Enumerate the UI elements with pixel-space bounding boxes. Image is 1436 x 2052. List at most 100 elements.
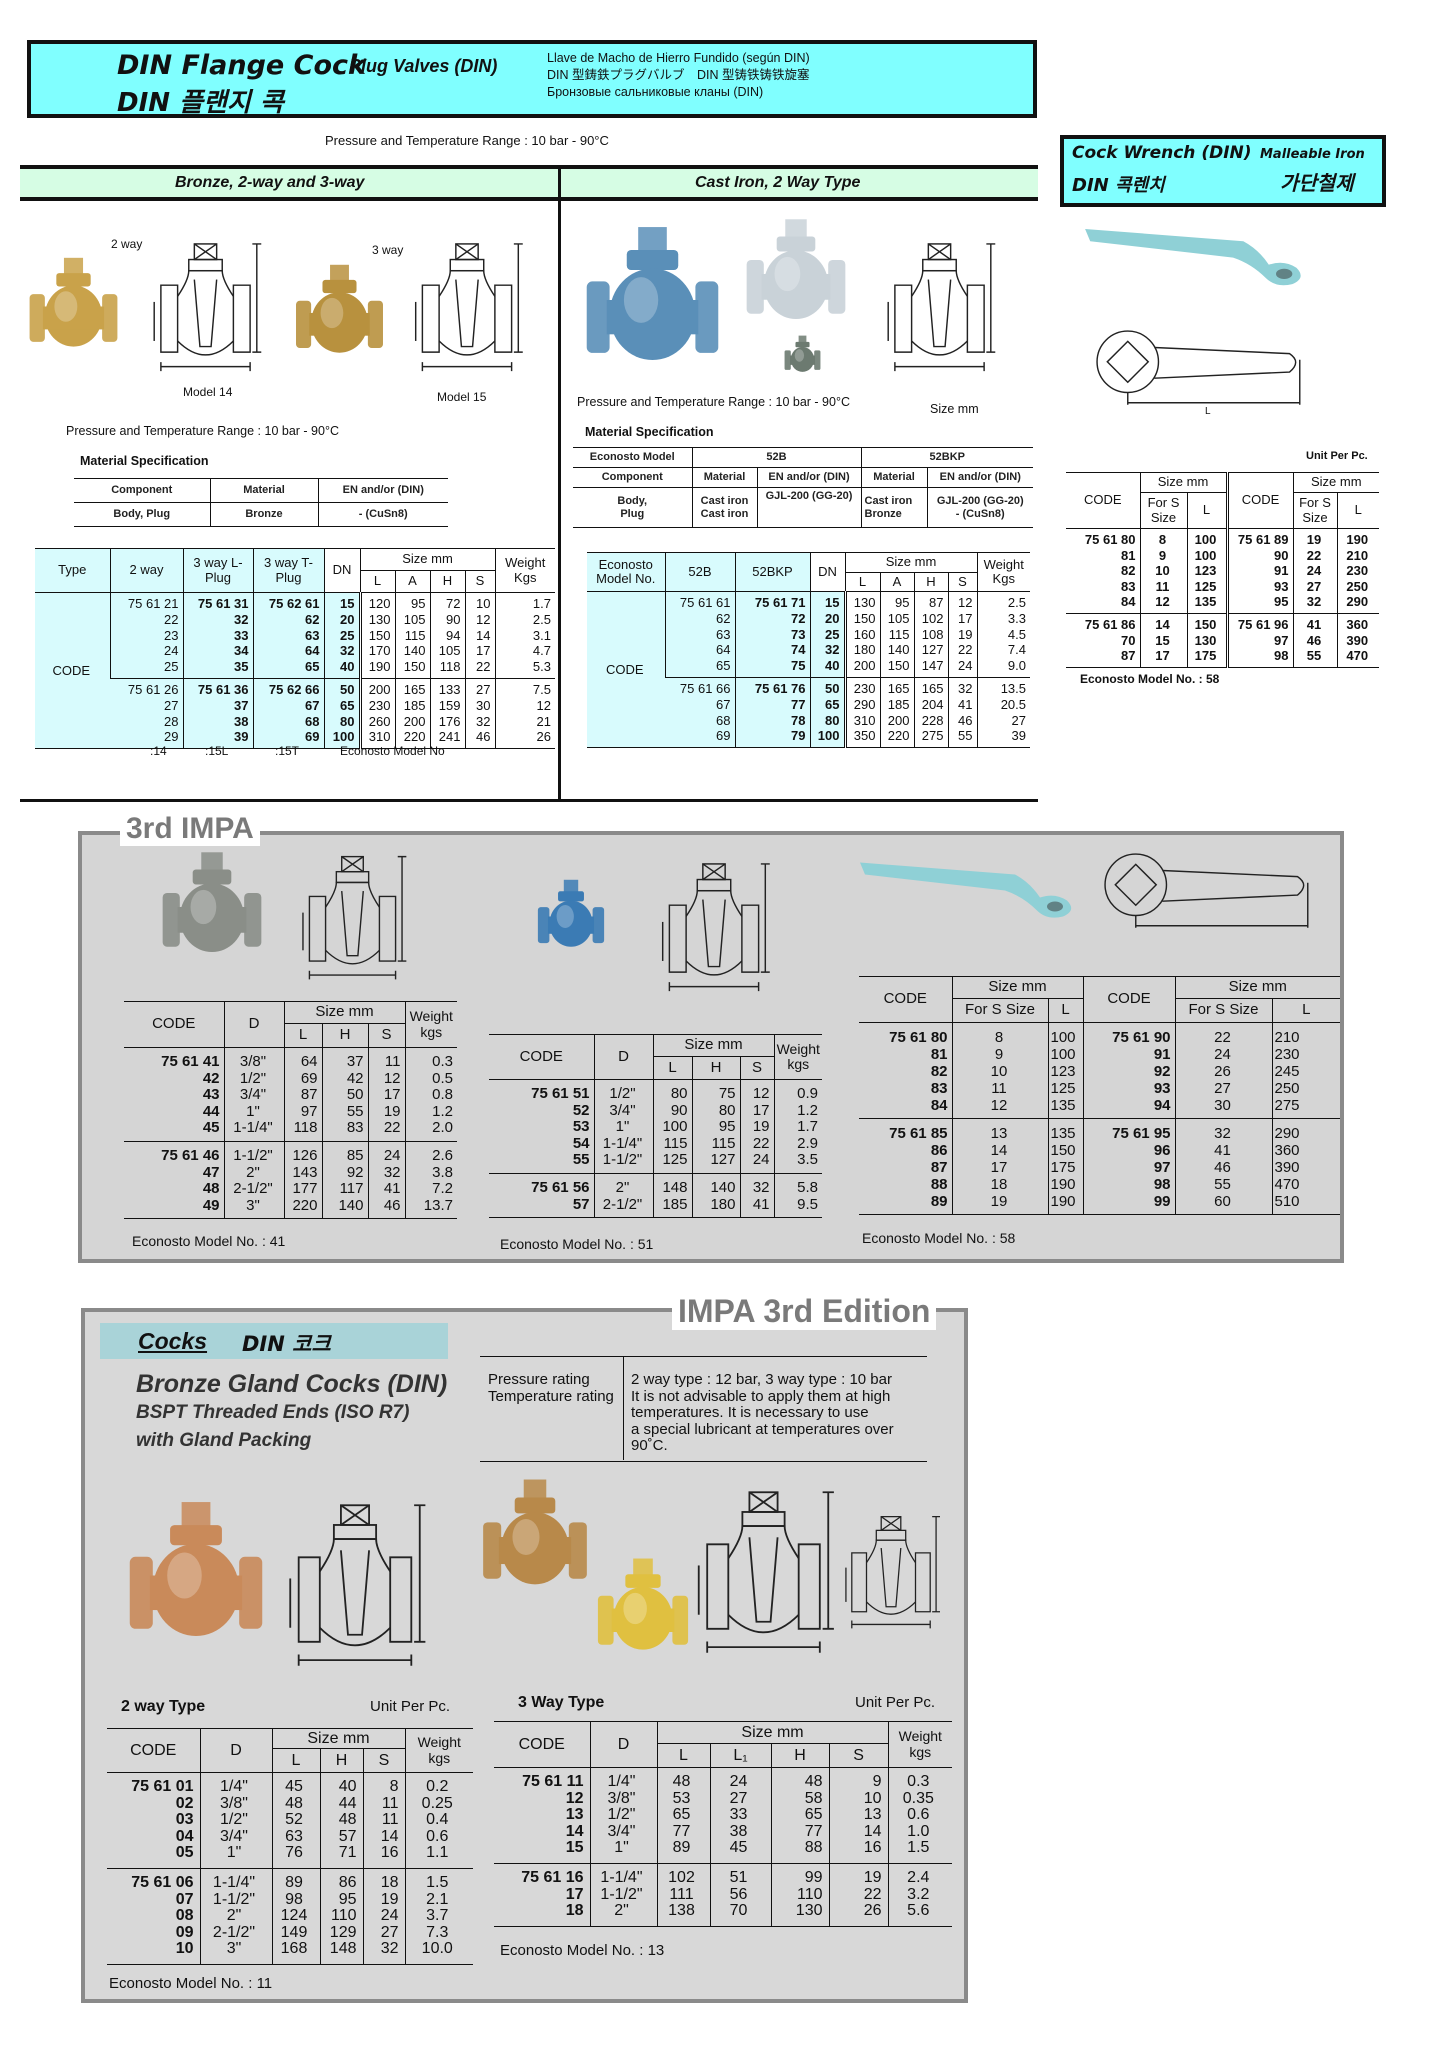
cell-value: 150 bbox=[853, 610, 876, 626]
table-cell: 19 22 24 27 32 bbox=[1292, 528, 1337, 614]
divider bbox=[20, 799, 1038, 802]
cell-value: 175 bbox=[1050, 1159, 1076, 1176]
cell-value: 82 bbox=[930, 1063, 948, 1080]
cell-value: 82 bbox=[1121, 563, 1136, 579]
cell-value: 86 bbox=[338, 1873, 357, 1891]
header-size: Size mm bbox=[951, 976, 1083, 999]
cell-value: 22 bbox=[752, 1134, 770, 1152]
cell-value: 38 bbox=[729, 1822, 748, 1840]
table-cell: 45 48 52 63 76 bbox=[271, 1772, 320, 1869]
cell-value: 41 bbox=[1306, 616, 1322, 632]
cell-value: 32 bbox=[1306, 594, 1322, 610]
cell-value: 33 bbox=[234, 627, 249, 643]
cell-value: 111 bbox=[669, 1885, 694, 1903]
table-cell: 1/2" 3/4" 1" 1-1/4" 1-1/2" bbox=[593, 1079, 653, 1174]
cell-value: 95 bbox=[338, 1890, 357, 1908]
cell-value: 65 bbox=[340, 697, 355, 713]
header-size: Size mm bbox=[652, 1034, 774, 1057]
cell-value: 2" bbox=[614, 1902, 629, 1920]
cell-value: 32 bbox=[476, 713, 491, 729]
table-cell: 75 61 96 97 98 bbox=[1225, 612, 1293, 668]
table-row-group: 75 61 11 12 13 14 15 1/4" 3/8" 1/2" 3/4" 1" 48 53 65… bbox=[494, 1767, 953, 1864]
table-cell: 1/4" 3/8" 1/2" 3/4" 1" bbox=[589, 1767, 657, 1864]
cell-value: 41 bbox=[752, 1195, 770, 1213]
cell-value: 22 bbox=[164, 611, 179, 627]
header-code: CODE bbox=[124, 1001, 224, 1048]
table-cell: 75 61 46 47 48 49 bbox=[124, 1140, 224, 1219]
table-cell: 75 62 61 62 63 64 65 bbox=[252, 592, 324, 679]
cell: Bronze bbox=[209, 502, 318, 527]
cell-value: 75 61 56 bbox=[531, 1178, 590, 1196]
cell-value: 470 bbox=[1346, 648, 1369, 664]
table-row-group: 75 61 46 47 48 49 1-1/2" 2" 2-1/2" 3" 126 143 177 2… bbox=[124, 1140, 457, 1219]
header-material: Material bbox=[691, 467, 757, 488]
cell-value: 200 bbox=[368, 681, 391, 697]
cell-value: 63 bbox=[305, 627, 320, 643]
table-cell: 2.4 3.2 5.6 bbox=[887, 1862, 953, 1927]
table-cell: 12 17 19 22 24 bbox=[947, 591, 977, 678]
header-h: H bbox=[770, 1743, 829, 1768]
cell: - (CuSn8) bbox=[317, 502, 448, 527]
cell-value: 62 bbox=[716, 610, 731, 626]
table-cell: 37 42 50 55 83 bbox=[321, 1047, 368, 1142]
cell-value: 115 bbox=[888, 626, 910, 642]
cell-value: 65 bbox=[305, 659, 320, 675]
cell-value: 1" bbox=[614, 1839, 629, 1857]
cell-value: 19 bbox=[990, 1193, 1008, 1210]
cell-value: 8 bbox=[389, 1778, 399, 1795]
cell-value: 88 bbox=[930, 1176, 948, 1193]
cell-value: 0.25 bbox=[421, 1794, 453, 1812]
cell-value: 130 bbox=[853, 595, 876, 610]
title-banner: DIN Flange Cock Plug Valves (DIN) DIN 플랜… bbox=[27, 40, 1037, 118]
table-cell: 120 130 150 170 190 bbox=[359, 592, 395, 679]
table-cell: 75 61 26 27 28 29 bbox=[110, 677, 183, 749]
cell-value: 5.6 bbox=[907, 1902, 930, 1920]
cell-value: 26 bbox=[1214, 1063, 1231, 1080]
cell-value: 10 bbox=[863, 1789, 882, 1807]
cell-value: 12 bbox=[958, 595, 973, 610]
cell-value: 69 bbox=[716, 728, 731, 744]
cell-value: 2-1/2" bbox=[212, 1923, 256, 1941]
header-weight: Weight Kgs bbox=[494, 548, 555, 593]
cell-value: 15 bbox=[340, 596, 355, 611]
cell-value: 99 bbox=[1153, 1193, 1171, 1210]
cell-value: 72 bbox=[446, 596, 461, 611]
cell-value: 40 bbox=[825, 658, 840, 674]
cell-value: 17 bbox=[990, 1159, 1008, 1176]
cell-value: 21 bbox=[536, 713, 551, 729]
cell-value: 75 61 71 bbox=[754, 595, 806, 610]
table-cell: 15 20 25 32 40 bbox=[809, 591, 847, 678]
wrench-photo bbox=[855, 850, 1095, 925]
cell-value: 310 bbox=[368, 729, 391, 745]
cell-component: Body, Plug bbox=[573, 487, 692, 528]
cell-value: 92 bbox=[346, 1163, 364, 1181]
cell-value: 75 61 86 bbox=[1084, 616, 1136, 632]
cell-value: 360 bbox=[1346, 616, 1369, 632]
page-title-korean: DIN 플랜지 콕 bbox=[117, 88, 284, 118]
cell-value: 185 bbox=[887, 696, 910, 712]
table-row-group: 75 61 01 02 03 04 05 1/4" 3/8" 1/2" 3/4" 1" 45 48 52… bbox=[107, 1772, 473, 1869]
cell-value: 1/2" bbox=[607, 1806, 636, 1824]
page-title: DIN Flange Cock bbox=[117, 50, 366, 81]
cell-value: 65 bbox=[672, 1806, 691, 1824]
table-cell: 165 185 200 220 bbox=[394, 677, 430, 749]
cell-value: 75 61 11 bbox=[522, 1773, 584, 1790]
model-14-label: Model 14 bbox=[183, 385, 233, 399]
cell-value: 67 bbox=[305, 697, 320, 713]
cell-value: 2.4 bbox=[907, 1868, 930, 1886]
header-t-plug: 3 way T-Plug bbox=[252, 548, 324, 593]
cell-value: 58 bbox=[804, 1789, 823, 1807]
cell-value: 15 bbox=[1155, 632, 1170, 648]
table-cell: 133 159 176 241 bbox=[429, 677, 465, 749]
cell-value: 90 bbox=[1274, 547, 1289, 563]
cell-value: 75 61 96 bbox=[1237, 616, 1289, 632]
cell-value: 3.5 bbox=[797, 1151, 818, 1169]
cast-iron-valve-photo bbox=[581, 215, 724, 385]
table-cell: 0.9 1.2 1.7 2.9 3.5 bbox=[773, 1079, 822, 1174]
cell-value: 55 bbox=[1214, 1176, 1231, 1193]
cell-value: 165 bbox=[887, 680, 910, 696]
header-h: H bbox=[321, 1023, 368, 1048]
table-cell: 75 61 61 62 63 64 65 bbox=[664, 591, 735, 678]
